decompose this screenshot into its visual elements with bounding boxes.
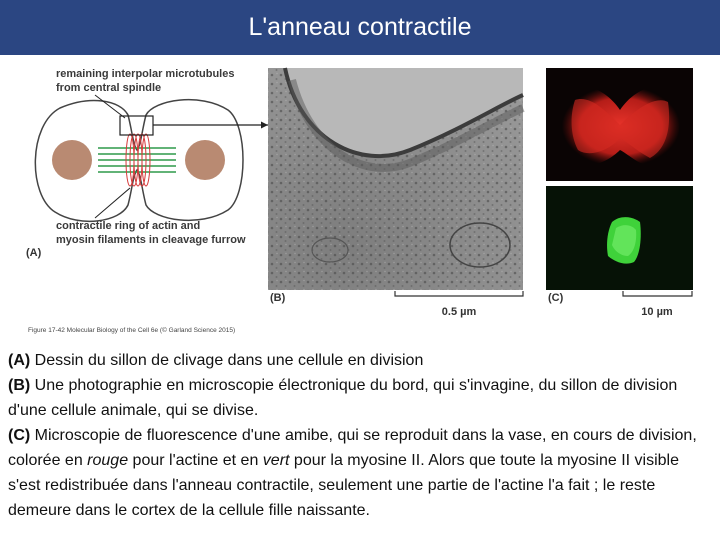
caption-text: (C): [8, 427, 31, 444]
scale-label: 10 µm: [641, 306, 673, 318]
caption-text: (A): [8, 352, 31, 369]
caption-paragraph: (B) Une photographie en microscopie élec…: [8, 373, 714, 423]
figure: remaining interpolar microtubules from c…: [26, 67, 693, 334]
caption: (A) Dessin du sillon de clivage dans une…: [8, 348, 714, 523]
slide-title: L'anneau contractile: [0, 0, 720, 55]
caption-text: Microscopie de fluorescence d'une amibe,…: [8, 427, 697, 469]
fluorescence-c: [546, 68, 693, 290]
caption-text: rouge: [87, 452, 129, 469]
scale-label: 0.5 µm: [442, 306, 477, 318]
caption-text: vert: [262, 452, 290, 469]
caption-text: Une photographie en microscopie électron…: [8, 377, 678, 419]
annotation: myosin filaments in cleavage furrow: [56, 234, 246, 246]
caption-text: pour l'actine et en: [128, 452, 263, 469]
figure-credit: Figure 17-42 Molecular Biology of the Ce…: [28, 326, 235, 334]
caption-paragraph: (A) Dessin du sillon de clivage dans une…: [8, 348, 714, 373]
annotation: contractile ring of actin and: [56, 220, 200, 232]
annotation: from central spindle: [56, 82, 161, 94]
caption-text: Dessin du sillon de clivage dans une cel…: [30, 352, 424, 369]
panel-label: (C): [548, 292, 564, 304]
scale-bar: [394, 291, 524, 297]
diagram-a: [34, 94, 268, 223]
caption-paragraph: (C) Microscopie de fluorescence d'une am…: [8, 423, 714, 523]
micrograph-b: [268, 67, 525, 290]
panel-label: (A): [26, 247, 42, 259]
panel-label: (B): [270, 292, 286, 304]
caption-text: (B): [8, 377, 31, 394]
scale-bar: [622, 291, 693, 297]
annotation: remaining interpolar microtubules: [56, 68, 234, 80]
caption-text: pour la myosine II. Alors que toute la m…: [8, 452, 679, 519]
